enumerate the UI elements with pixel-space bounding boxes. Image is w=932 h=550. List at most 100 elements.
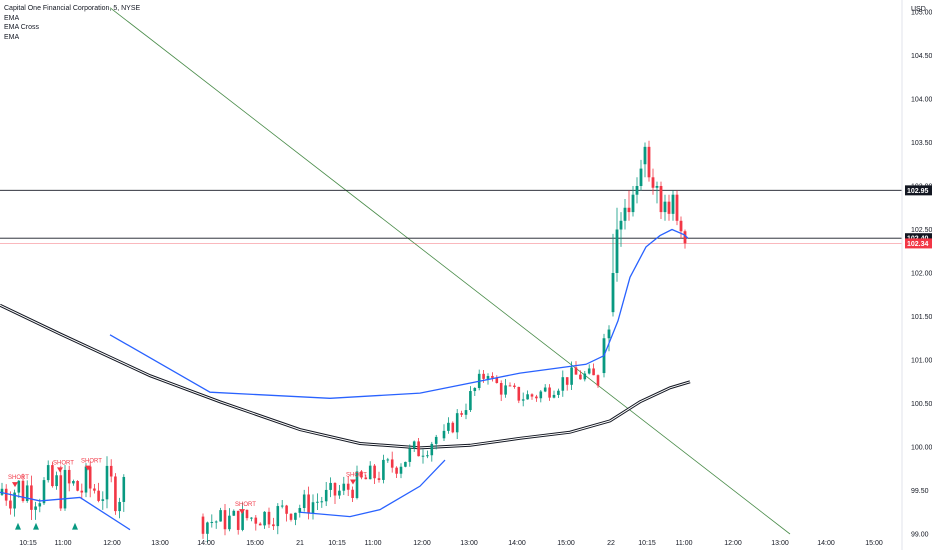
candle[interactable] xyxy=(679,220,683,232)
candle[interactable] xyxy=(635,186,639,195)
candle[interactable] xyxy=(611,273,615,313)
candle[interactable] xyxy=(232,510,236,516)
candle[interactable] xyxy=(517,386,521,401)
candle[interactable] xyxy=(683,231,687,244)
candle[interactable] xyxy=(302,494,306,509)
chart-title[interactable]: Capital One Financial Corporation, 5, NY… xyxy=(4,5,141,12)
candle[interactable] xyxy=(535,396,538,399)
candle[interactable] xyxy=(451,422,455,433)
candle[interactable] xyxy=(508,385,512,387)
candle[interactable] xyxy=(659,186,663,213)
candle[interactable] xyxy=(579,374,582,380)
indicator-ema-cross[interactable]: EMA Cross xyxy=(4,24,40,31)
candle[interactable] xyxy=(491,375,494,378)
candle[interactable] xyxy=(201,516,205,534)
candle[interactable] xyxy=(469,391,472,411)
candle[interactable] xyxy=(631,194,635,213)
candle[interactable] xyxy=(97,490,100,501)
candle[interactable] xyxy=(51,465,54,487)
candle[interactable] xyxy=(4,488,8,501)
candle[interactable] xyxy=(442,430,446,439)
candle[interactable] xyxy=(430,443,434,456)
candle[interactable] xyxy=(412,441,416,449)
candle[interactable] xyxy=(671,194,675,214)
candle[interactable] xyxy=(42,480,46,504)
candle[interactable] xyxy=(499,382,503,395)
short-signal-arrow[interactable] xyxy=(85,465,91,471)
candle[interactable] xyxy=(280,505,284,507)
candle[interactable] xyxy=(324,489,328,502)
candle[interactable] xyxy=(364,477,368,480)
candle[interactable] xyxy=(101,499,105,501)
candle[interactable] xyxy=(316,501,319,503)
candle[interactable] xyxy=(596,375,600,386)
candle[interactable] xyxy=(263,511,266,526)
candle[interactable] xyxy=(395,467,398,474)
short-signal-arrow[interactable] xyxy=(57,467,63,473)
candle[interactable] xyxy=(574,367,578,375)
price-axis[interactable]: 105.00104.50104.00103.50103.00102.50102.… xyxy=(905,6,932,539)
candle[interactable] xyxy=(0,488,4,495)
candle[interactable] xyxy=(417,441,420,457)
candle[interactable] xyxy=(267,511,271,525)
candle[interactable] xyxy=(333,482,337,496)
candle[interactable] xyxy=(651,177,655,188)
candle[interactable] xyxy=(530,394,534,397)
candle[interactable] xyxy=(63,469,67,509)
candle[interactable] xyxy=(214,521,218,523)
candle[interactable] xyxy=(320,501,324,503)
candle[interactable] xyxy=(663,201,667,213)
candle[interactable] xyxy=(390,459,394,468)
short-signal-arrow[interactable] xyxy=(12,482,18,488)
candle[interactable] xyxy=(114,476,117,512)
candle[interactable] xyxy=(667,201,671,214)
candle[interactable] xyxy=(447,422,450,431)
candle[interactable] xyxy=(607,329,611,339)
candle[interactable] xyxy=(25,485,29,502)
candle[interactable] xyxy=(619,220,623,230)
candle[interactable] xyxy=(245,509,249,519)
candle[interactable] xyxy=(223,510,227,530)
long-signal-arrow[interactable] xyxy=(15,522,21,530)
candle[interactable] xyxy=(30,485,33,510)
candle[interactable] xyxy=(615,229,619,274)
candle[interactable] xyxy=(21,480,25,502)
candle[interactable] xyxy=(583,373,587,380)
candle[interactable] xyxy=(548,387,551,398)
candle[interactable] xyxy=(289,513,293,520)
candle[interactable] xyxy=(521,399,525,401)
candle[interactable] xyxy=(258,523,262,526)
long-signal-arrow[interactable] xyxy=(72,522,78,530)
candle[interactable] xyxy=(9,500,12,509)
candle[interactable] xyxy=(228,515,231,530)
candle[interactable] xyxy=(67,469,71,484)
candle[interactable] xyxy=(482,373,485,379)
candle[interactable] xyxy=(639,168,643,186)
ema-fast-line[interactable] xyxy=(109,228,689,399)
candle[interactable] xyxy=(382,459,385,480)
ema-fast-line-mid[interactable] xyxy=(299,459,446,518)
candle[interactable] xyxy=(539,391,543,399)
candle[interactable] xyxy=(88,466,92,489)
candle[interactable] xyxy=(404,461,407,467)
candle[interactable] xyxy=(285,505,288,514)
candle[interactable] xyxy=(338,490,341,496)
candle[interactable] xyxy=(272,524,275,527)
candle[interactable] xyxy=(473,387,477,392)
plot-area[interactable]: SHORT SHORT SHORT SHORT SHORT xyxy=(0,7,902,543)
candle[interactable] xyxy=(76,481,79,491)
candle[interactable] xyxy=(360,471,363,478)
candle[interactable] xyxy=(355,471,359,498)
candle[interactable] xyxy=(307,494,310,514)
candle[interactable] xyxy=(504,385,507,395)
candle[interactable] xyxy=(460,413,463,415)
candle[interactable] xyxy=(254,517,258,524)
candle[interactable] xyxy=(342,483,346,491)
candle[interactable] xyxy=(236,510,240,530)
candle[interactable] xyxy=(592,368,595,376)
candle[interactable] xyxy=(434,436,438,444)
candle[interactable] xyxy=(250,517,253,519)
candle[interactable] xyxy=(122,476,126,502)
candle[interactable] xyxy=(426,455,429,457)
